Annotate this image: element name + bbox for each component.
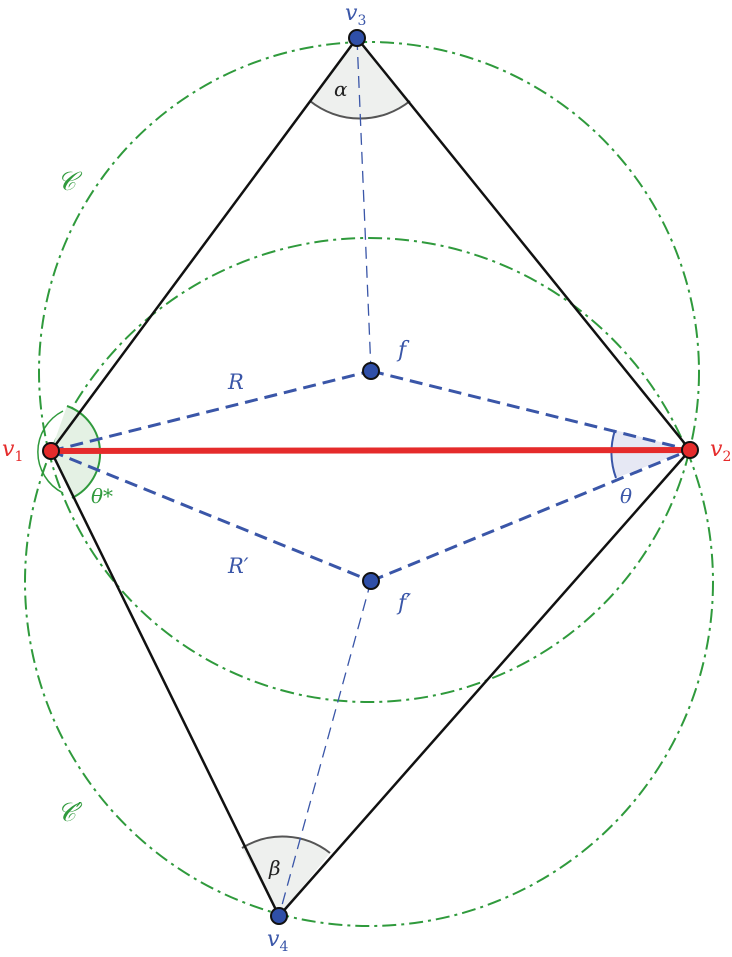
edge-v1-v2 <box>50 447 691 454</box>
edge-v4-v2 <box>278 449 691 917</box>
dashed-f-prime-v4 <box>278 580 372 917</box>
vertex-v1 <box>42 442 60 460</box>
circle-c-prime <box>24 237 714 927</box>
circle-c <box>38 41 700 703</box>
edge-v1-v4 <box>49 450 281 917</box>
angle-beta-arc <box>241 835 331 854</box>
label-r: R <box>227 370 244 394</box>
radius-f-v2 <box>370 369 691 452</box>
vertex-v2 <box>681 441 699 459</box>
label-r-prime: R′ <box>227 554 249 578</box>
label-v1: v1 <box>2 437 23 465</box>
radius-f-prime-v2 <box>370 448 691 583</box>
vertex-f <box>362 362 380 380</box>
edge-v1-v3 <box>49 37 359 452</box>
label-v3: v3 <box>345 1 366 29</box>
label-v2: v2 <box>710 437 731 465</box>
dashed-v3-f <box>356 37 372 372</box>
vertex-v4 <box>270 907 288 925</box>
label-beta: β <box>268 856 281 880</box>
label-f: f <box>396 338 410 363</box>
edge-v3-v2 <box>356 37 691 451</box>
label-v4: v4 <box>267 927 288 955</box>
radius-r-prime <box>50 449 372 583</box>
angle-theta-star-arc-outer <box>37 410 64 494</box>
label-theta: θ <box>620 484 632 508</box>
label-circle-c: 𝒞 <box>57 167 83 197</box>
label-alpha: α <box>334 77 348 101</box>
radius-r <box>50 369 372 453</box>
angle-theta-arc <box>610 429 617 479</box>
label-f-prime: f′ <box>396 591 411 616</box>
angle-beta-wedge <box>242 836 330 916</box>
label-theta-star: θ* <box>91 484 113 508</box>
angle-theta-wedge <box>611 430 690 478</box>
angle-alpha-wedge <box>310 38 410 119</box>
vertex-f-prime <box>362 572 380 590</box>
label-circle-c-prime: 𝒞′ <box>57 798 83 828</box>
vertex-v3 <box>348 29 366 47</box>
